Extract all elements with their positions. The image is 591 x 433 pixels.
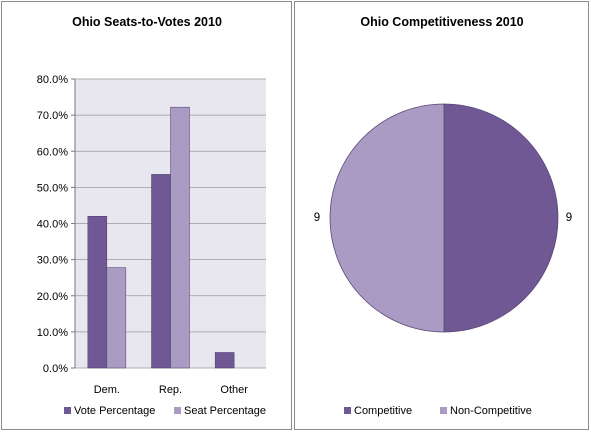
legend-swatch-competitive: [344, 407, 351, 414]
legend-swatch-vote-percentage: [64, 407, 71, 414]
y-tick-label: 10.0%: [37, 327, 68, 339]
y-tick-label: 60.0%: [37, 146, 68, 158]
y-tick-label: 70.0%: [37, 110, 68, 122]
bar-seat-percentage-dem: [106, 267, 127, 369]
seats-to-votes-panel: Ohio Seats-to-Votes 2010 0.0% 10.0% 20.0% 3…: [1, 1, 292, 430]
y-tick-label: 50.0%: [37, 182, 68, 194]
legend-swatch-non-competitive: [440, 407, 447, 414]
x-tick-label: Dem.: [94, 384, 120, 396]
x-tick-label: Other: [220, 384, 248, 396]
y-tick-label: 40.0%: [37, 219, 68, 231]
pie-slice-competitive: [443, 103, 559, 333]
y-tick-label: 0.0%: [43, 363, 68, 375]
legend-label-vote-percentage: Vote Percentage: [74, 405, 155, 417]
seats-to-votes-chart: Ohio Seats-to-Votes 2010 0.0% 10.0% 20.0% 3…: [37, 15, 266, 417]
pie-chart-title: Ohio Competitiveness 2010: [360, 15, 523, 29]
x-tick-label: Rep.: [159, 384, 182, 396]
legend-label-seat-percentage: Seat Percentage: [184, 405, 266, 417]
competitiveness-panel: Ohio Competitiveness 2010 9 9 Competitiv…: [294, 1, 589, 430]
bar-vote-percentage-dem: [87, 216, 108, 369]
bar-vote-percentage-other: [214, 352, 235, 369]
pie-slice-non-competitive: [329, 103, 445, 333]
y-tick-label: 30.0%: [37, 255, 68, 267]
bar-vote-percentage-rep: [151, 174, 171, 369]
pie-data-label-competitive: 9: [566, 212, 572, 224]
bar-seat-percentage-rep: [170, 106, 190, 369]
pie-data-label-non-competitive: 9: [314, 212, 320, 224]
y-tick-label: 80.0%: [37, 74, 68, 86]
legend-swatch-seat-percentage: [174, 407, 181, 414]
legend-label-non-competitive: Non-Competitive: [450, 405, 532, 417]
legend-label-competitive: Competitive: [354, 405, 412, 417]
y-tick-label: 20.0%: [37, 291, 68, 303]
competitiveness-chart: Ohio Competitiveness 2010 9 9 Competitiv…: [314, 15, 572, 417]
bar-chart-title: Ohio Seats-to-Votes 2010: [72, 15, 222, 29]
